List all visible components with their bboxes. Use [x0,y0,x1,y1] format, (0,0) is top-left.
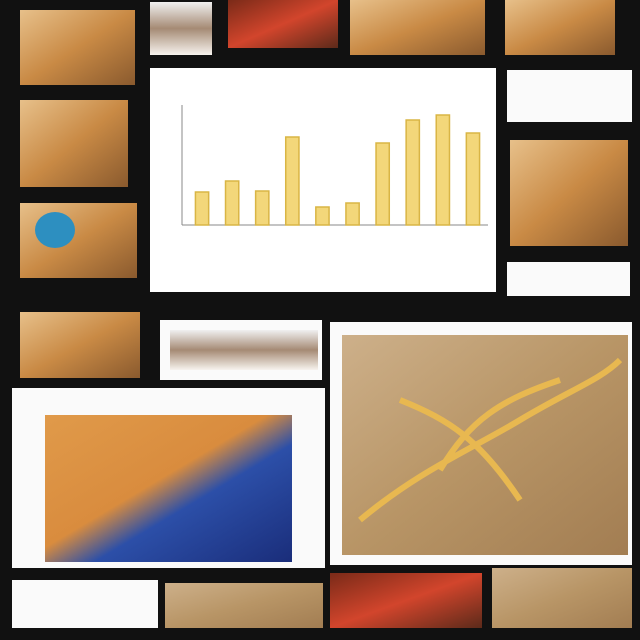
image [165,583,323,628]
bar [345,202,360,226]
image-detail [358,357,623,523]
image [505,0,615,55]
image [228,0,338,48]
image [330,573,482,628]
image [150,2,212,55]
image [45,415,292,562]
bar [465,132,481,226]
bar [194,191,210,226]
bar [405,119,421,226]
text-card [507,262,630,296]
image [342,335,628,555]
bar [375,142,391,226]
image [170,330,318,370]
bar [284,136,300,226]
image [20,10,135,85]
bar [254,190,270,226]
image [492,568,632,628]
bar [315,206,330,226]
bar [224,180,240,226]
image [12,580,158,628]
image [20,100,128,187]
bar [435,114,451,226]
image [20,203,137,278]
bars [194,114,481,226]
image [350,0,485,55]
text-card [507,70,632,122]
image [510,140,628,246]
image-detail [35,212,75,248]
image [20,312,140,378]
